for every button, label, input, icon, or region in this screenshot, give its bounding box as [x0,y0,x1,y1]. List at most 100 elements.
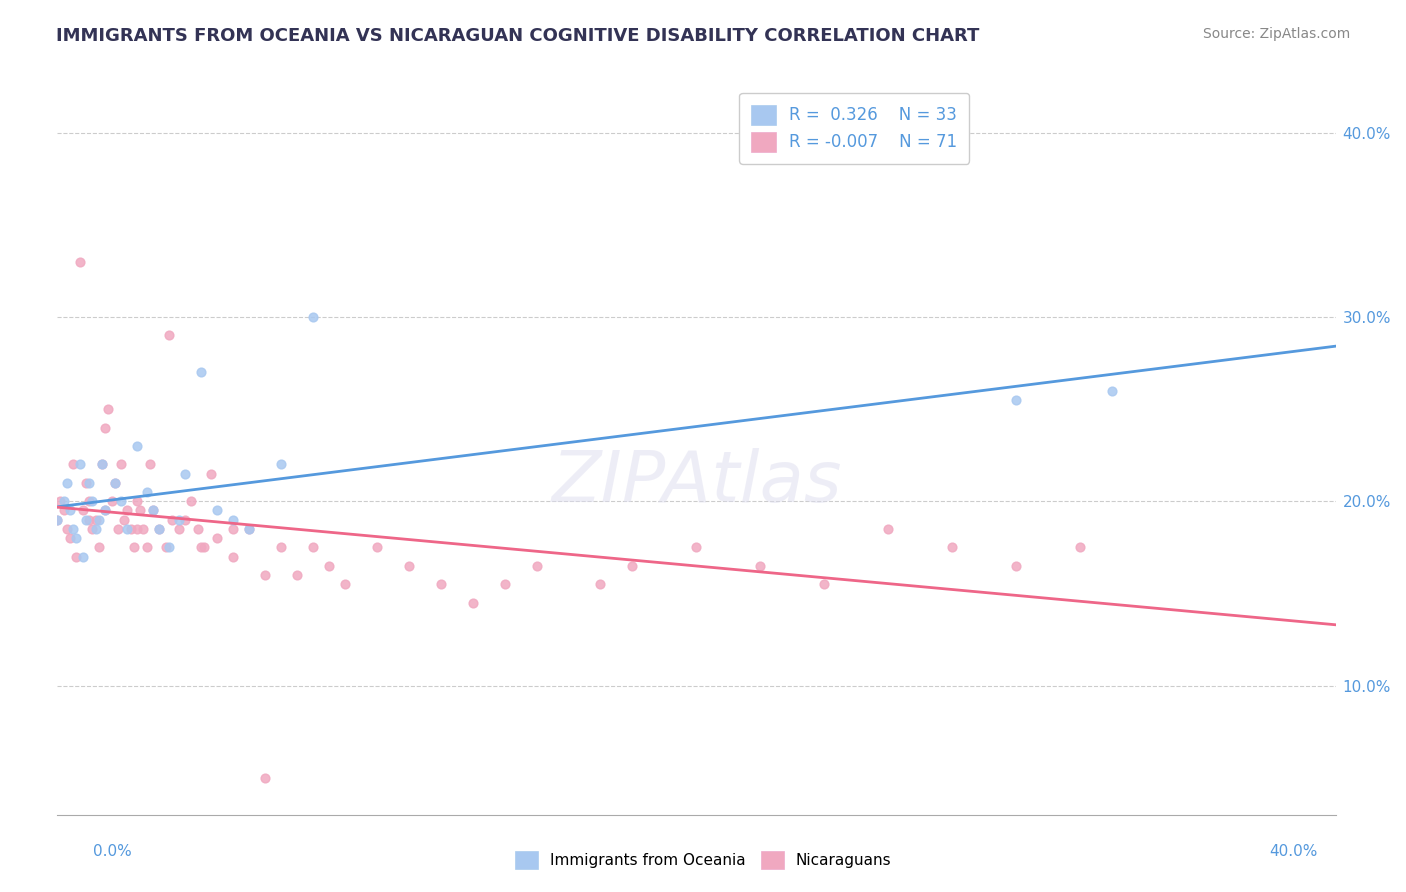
Point [84,513,107,527]
Point [72,503,94,517]
Point [77,475,100,490]
Point [238,522,260,536]
Point [65,549,87,564]
Text: 0.0%: 0.0% [93,845,132,859]
Point [82,494,104,508]
Point [174,467,197,481]
Point [813,577,835,591]
Point [72,549,94,564]
Point [87,513,110,527]
Point [429,577,451,591]
Point [117,522,139,536]
Point [62,458,84,472]
Point [129,503,152,517]
Point [270,458,292,472]
Point [94,420,117,434]
Point [193,541,215,555]
Point [117,503,139,517]
Point [52,494,75,508]
Point [187,522,209,536]
Point [157,541,180,555]
Point [222,549,245,564]
Point [302,310,325,324]
Point [190,365,212,379]
Point [110,494,132,508]
Point [941,541,963,555]
Point [621,558,644,573]
Point [46,513,69,527]
Point [167,513,190,527]
Point [55,522,77,536]
Point [46,513,69,527]
Point [139,458,162,472]
Point [112,513,135,527]
Point [125,494,148,508]
Legend: R =  0.326    N = 33, R = -0.007    N = 71: R = 0.326 N = 33, R = -0.007 N = 71 [740,93,969,164]
Point [589,577,612,591]
Point [104,475,127,490]
Point [59,503,82,517]
Point [52,503,75,517]
Point [238,522,260,536]
Point [180,494,202,508]
Point [1101,384,1123,398]
Point [1069,541,1091,555]
Point [333,577,356,591]
Point [77,513,100,527]
Legend: Immigrants from Oceania, Nicaraguans: Immigrants from Oceania, Nicaraguans [509,845,897,875]
Point [285,568,308,582]
Point [59,531,82,545]
Point [174,513,197,527]
Point [87,541,110,555]
Point [253,771,276,785]
Point [494,577,516,591]
Point [69,254,91,268]
Point [90,458,112,472]
Text: IMMIGRANTS FROM OCEANIA VS NICARAGUAN COGNITIVE DISABILITY CORRELATION CHART: IMMIGRANTS FROM OCEANIA VS NICARAGUAN CO… [56,27,980,45]
Point [75,475,97,490]
Point [104,475,127,490]
Point [205,531,228,545]
Point [62,522,84,536]
Point [97,402,120,417]
Point [461,596,484,610]
Text: Source: ZipAtlas.com: Source: ZipAtlas.com [1202,27,1350,41]
Text: ZIPAtlas: ZIPAtlas [551,449,842,517]
Point [125,522,148,536]
Point [190,541,212,555]
Point [125,439,148,453]
Point [155,541,177,555]
Point [82,522,104,536]
Point [135,541,157,555]
Point [270,541,292,555]
Point [1005,558,1028,573]
Point [318,558,340,573]
Point [75,513,97,527]
Point [877,522,900,536]
Point [110,458,132,472]
Point [1005,392,1028,407]
Point [49,494,72,508]
Point [205,503,228,517]
Point [65,531,87,545]
Point [398,558,420,573]
Point [148,522,170,536]
Point [200,467,222,481]
Point [142,503,165,517]
Point [167,522,190,536]
Point [222,513,245,527]
Point [148,522,170,536]
Point [84,522,107,536]
Point [132,522,155,536]
Text: 40.0%: 40.0% [1270,845,1317,859]
Point [302,541,325,555]
Point [526,558,548,573]
Point [94,503,117,517]
Point [120,522,142,536]
Point [100,494,122,508]
Point [222,522,245,536]
Point [749,558,772,573]
Point [94,503,117,517]
Point [366,541,388,555]
Point [122,541,145,555]
